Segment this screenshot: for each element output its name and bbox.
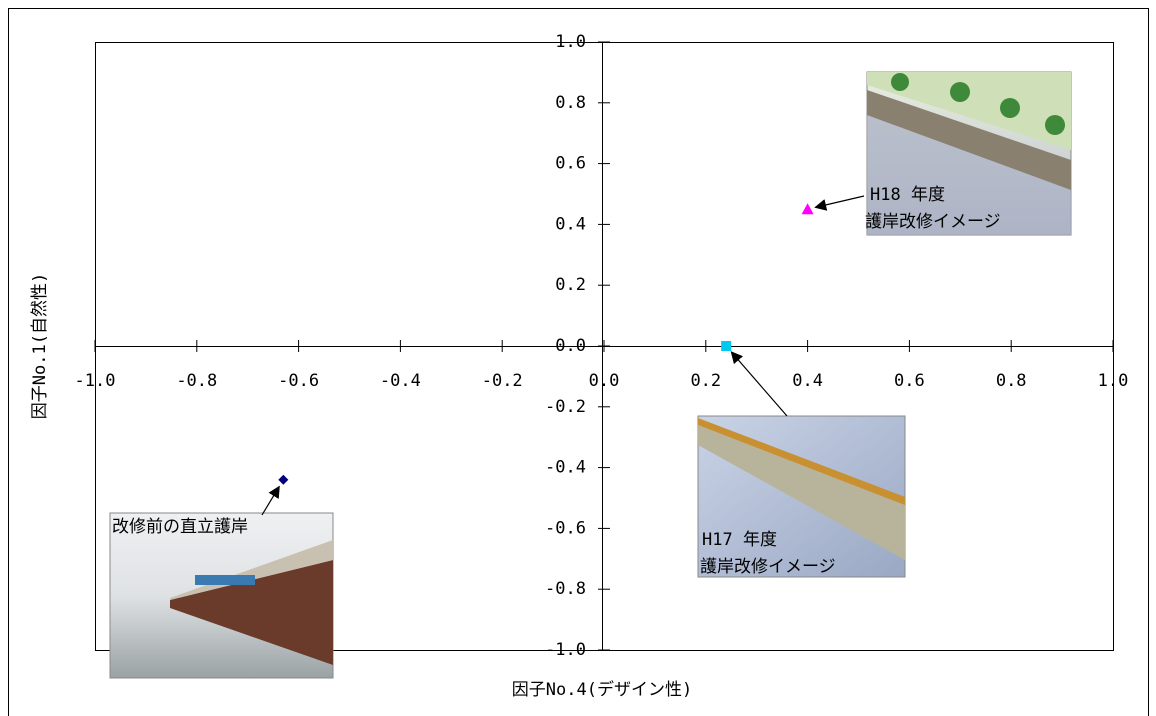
x-tick-label: 0.2 bbox=[690, 371, 721, 391]
x-tick-label: -1.0 bbox=[75, 371, 116, 391]
y-tick-label: 0.2 bbox=[555, 275, 586, 295]
annotation-arrow bbox=[730, 351, 788, 417]
x-tick-label: 1.0 bbox=[1098, 371, 1129, 391]
point bbox=[278, 474, 289, 485]
y-axis-title: 因子No.1(自然性) bbox=[30, 273, 50, 419]
x-tick-label: 0.6 bbox=[894, 371, 925, 391]
annotation: 改修前の直立護岸 bbox=[112, 517, 248, 537]
x-tick-label: -0.8 bbox=[176, 371, 217, 391]
x-axis-title: 因子No.4(デザイン性) bbox=[512, 679, 692, 700]
annotation-arrow bbox=[814, 195, 865, 211]
annotation-arrow bbox=[261, 485, 280, 516]
y-tick-label: 0.4 bbox=[555, 214, 586, 234]
annotation: H17 年度 bbox=[702, 530, 777, 550]
point bbox=[721, 341, 732, 351]
x-tick-label: -0.2 bbox=[482, 371, 523, 391]
annotation: 護岸改修イメージ bbox=[865, 212, 1001, 232]
x-tick-label: -0.6 bbox=[278, 371, 319, 391]
annotation: 護岸改修イメージ bbox=[700, 557, 836, 577]
annotation: H18 年度 bbox=[870, 185, 945, 205]
photo-h17 bbox=[697, 415, 906, 578]
y-tick-label: -0.2 bbox=[545, 397, 586, 417]
outer-frame bbox=[8, 8, 1149, 716]
y-tick-label: 0.6 bbox=[555, 154, 586, 174]
photo-before bbox=[109, 512, 334, 679]
y-tick-label: 0.8 bbox=[555, 93, 586, 113]
y-tick-label: 1.0 bbox=[555, 32, 586, 52]
x-tick-label: -0.4 bbox=[380, 371, 421, 391]
y-tick-label: -0.8 bbox=[545, 579, 586, 599]
x-tick-label: 0.8 bbox=[996, 371, 1027, 391]
photos bbox=[109, 71, 1072, 679]
y-tick-label: -0.4 bbox=[545, 458, 586, 478]
photo-h18 bbox=[866, 71, 1072, 236]
x-tick-label: 0.4 bbox=[792, 371, 823, 391]
y-tick-label: 0.0 bbox=[555, 336, 586, 356]
point bbox=[801, 203, 814, 215]
x-tick-label: 0.0 bbox=[589, 371, 620, 391]
y-tick-label: -1.0 bbox=[545, 640, 586, 660]
y-tick-label: -0.6 bbox=[545, 518, 586, 538]
